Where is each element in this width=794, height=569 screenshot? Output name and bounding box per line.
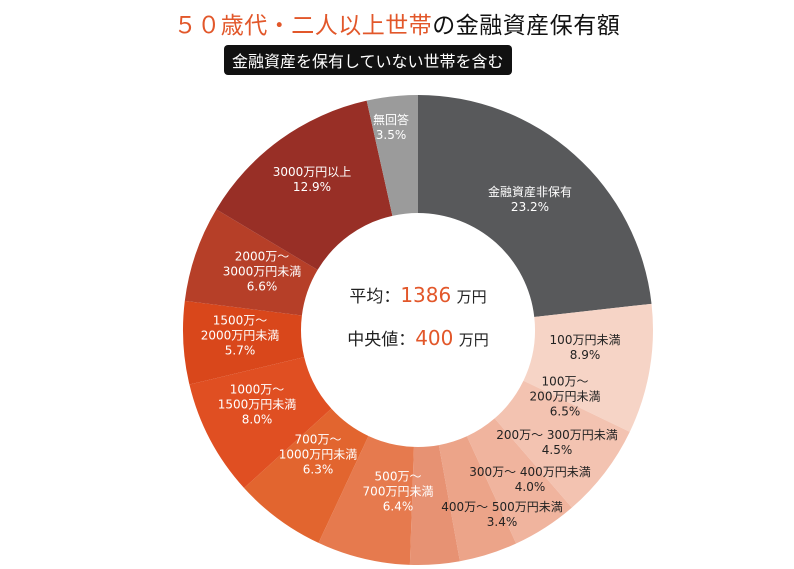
slice-label: 2000万〜 3000万円未満 6.6%: [223, 250, 302, 295]
slice-value: 6.5%: [549, 404, 581, 419]
slice-label: 1000万〜 1500万円未満 8.0%: [218, 383, 297, 428]
slice-value: 23.2%: [510, 200, 550, 214]
slice-value: 4.0%: [514, 480, 546, 494]
donut-slice: [184, 209, 318, 316]
donut-slice: [409, 445, 460, 565]
mean-unit: 万円: [456, 288, 487, 306]
donut-slice: [438, 436, 517, 562]
donut-slice: [494, 380, 630, 508]
donut-slice: [318, 435, 414, 565]
slice-category: 700万〜 1000万円未満: [278, 432, 358, 462]
title-rest: の金融資産保有額: [432, 13, 621, 39]
slice-label: 3000万円以上 12.9%: [273, 165, 352, 195]
slice-value: 4.5%: [541, 443, 573, 457]
slice-value: 3.4%: [486, 515, 518, 529]
title-highlight: ５０歳代・二人以上世帯: [173, 13, 433, 39]
slice-label: 700万〜 1000万円未満 6.3%: [279, 433, 358, 478]
slice-category: 1500万〜 2000万円未満: [200, 313, 280, 343]
slice-value: 8.9%: [569, 348, 601, 362]
slice-category: 500万〜 700万円未満: [362, 469, 434, 499]
chart-title: ５０歳代・二人以上世帯の金融資産保有額: [0, 6, 794, 40]
slice-category: 金融資産非保有: [487, 185, 573, 199]
slice-label: 無回答 3.5%: [373, 113, 409, 143]
slice-value: 3.5%: [375, 128, 407, 142]
slice-label: 500万〜 700万円未満 6.4%: [363, 470, 434, 515]
slice-value: 8.0%: [241, 412, 273, 427]
donut-slice: [244, 408, 369, 543]
slice-label: 400万〜 500万円未満 3.4%: [441, 500, 563, 530]
slice-label: 100万円未満 8.9%: [550, 333, 621, 363]
donut-slice: [466, 418, 572, 544]
slice-category: 2000万〜 3000万円未満: [222, 249, 302, 279]
slice-category: 無回答: [372, 113, 410, 127]
slice-category: 100万〜 200万円未満: [529, 374, 601, 404]
donut-slice: [523, 303, 653, 432]
donut-slice: [182, 300, 305, 385]
mean-text: 平均：1386 万円: [349, 282, 486, 307]
median-value: 400: [415, 326, 454, 350]
slice-label: 300万〜 400万円未満 4.0%: [469, 465, 591, 495]
slice-value: 5.7%: [224, 343, 256, 358]
slice-value: 6.3%: [302, 462, 334, 477]
slice-category: 3000万円以上: [272, 165, 352, 179]
slice-category: 400万〜 500万円未満: [441, 500, 563, 514]
slice-category: 300万〜 400万円未満: [469, 465, 591, 479]
slice-value: 6.4%: [382, 499, 414, 514]
donut-slice: [189, 357, 332, 489]
slice-label: 200万〜 300万円未満 4.5%: [496, 428, 618, 458]
mean-value: 1386: [400, 283, 452, 307]
median-text: 中央値：400 万円: [347, 325, 489, 350]
slice-label: 金融資産非保有 23.2%: [488, 185, 572, 215]
slice-value: 6.6%: [246, 279, 278, 294]
slice-category: 200万〜 300万円未満: [496, 428, 618, 442]
donut-slice: [216, 100, 393, 270]
median-label: 中央値：: [347, 330, 416, 350]
subtitle-badge: 金融資産を保有していない世帯を含む: [224, 45, 512, 75]
slice-label: 1500万〜 2000万円未満 5.7%: [201, 314, 280, 359]
donut-slice: [366, 95, 418, 216]
mean-label: 平均：: [349, 287, 401, 307]
slice-category: 1000万〜 1500万円未満: [217, 382, 297, 412]
slice-value: 12.9%: [292, 180, 332, 194]
median-unit: 万円: [458, 331, 489, 349]
donut-slice: [418, 95, 652, 317]
slice-label: 100万〜 200万円未満 6.5%: [530, 375, 601, 420]
slice-category: 100万円未満: [549, 333, 621, 347]
